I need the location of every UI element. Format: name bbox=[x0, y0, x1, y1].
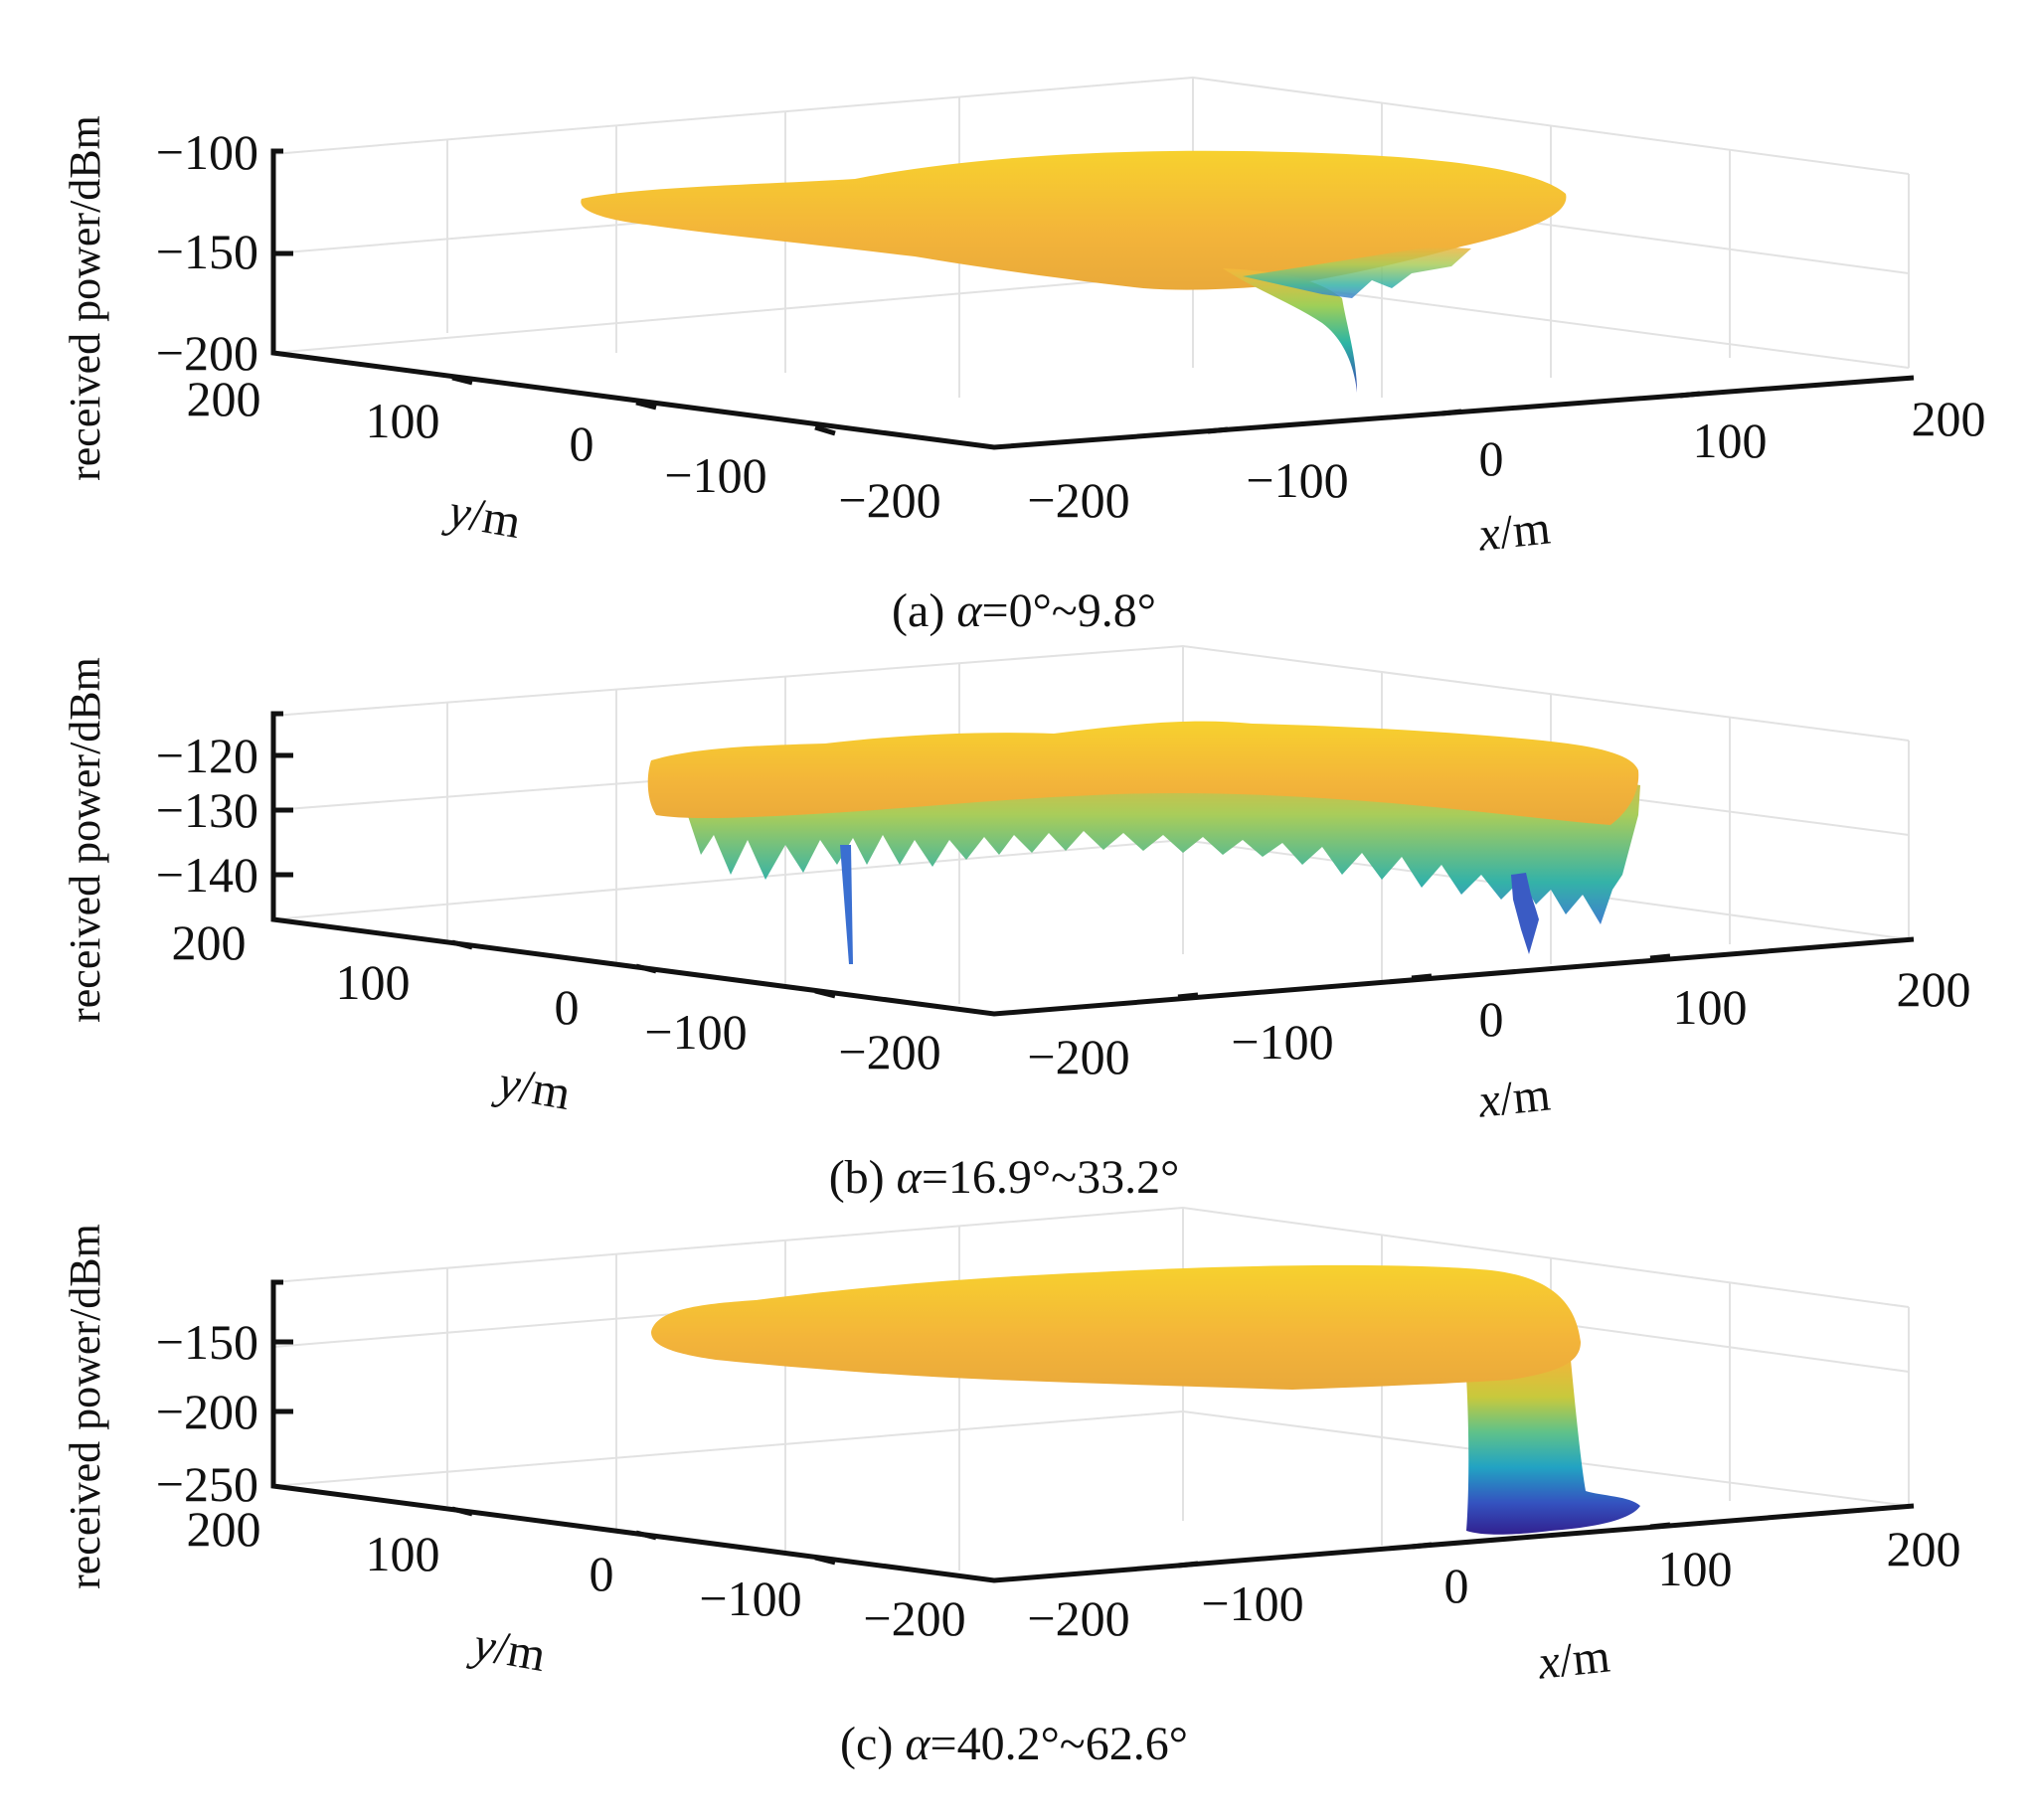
panel-c-ytick-2: 0 bbox=[590, 1546, 614, 1601]
panel-a-xtick-1: −100 bbox=[1246, 452, 1348, 508]
panel-c-xtick-0: −200 bbox=[1027, 1590, 1129, 1646]
panel-b-ytick-1: 100 bbox=[336, 954, 411, 1010]
panel-b-zlabel: received power/dBm bbox=[61, 657, 109, 1023]
panel-c-ztick-1: −200 bbox=[156, 1384, 258, 1439]
panel-b-xtick-1: −100 bbox=[1231, 1014, 1333, 1070]
panel-c-ylabel: y/m bbox=[465, 1617, 550, 1683]
panel-a-caption: (a) α=0°~9.8° bbox=[892, 584, 1156, 637]
panel-a-ytick-3: −100 bbox=[664, 447, 766, 503]
panel-b: received power/dBm −120 −130 −140 200 10… bbox=[61, 644, 1971, 1204]
surface-b-dip-2 bbox=[1511, 873, 1539, 954]
panel-b-surface bbox=[647, 721, 1640, 964]
panel-a-surface bbox=[581, 150, 1567, 393]
panel-c-xtick-2: 0 bbox=[1444, 1558, 1469, 1613]
panel-c-surface bbox=[651, 1264, 1640, 1535]
panel-a-ytick-1: 100 bbox=[366, 393, 440, 448]
panel-b-xtick-2: 0 bbox=[1479, 991, 1504, 1047]
panel-b-xlabel: x/m bbox=[1475, 1068, 1553, 1127]
panel-b-xtick-3: 100 bbox=[1673, 979, 1748, 1035]
panel-c-zlabel: received power/dBm bbox=[61, 1224, 109, 1589]
panel-b-xtick-0: −200 bbox=[1027, 1029, 1129, 1084]
panel-a-xlabel: x/m bbox=[1475, 501, 1553, 561]
panel-b-axes bbox=[270, 711, 1915, 1017]
panel-b-ztick-0: −120 bbox=[156, 728, 258, 783]
panel-b-ytick-4: −200 bbox=[838, 1024, 940, 1079]
panel-c-xlabel: x/m bbox=[1535, 1629, 1612, 1689]
panel-b-ytick-2: 0 bbox=[555, 979, 580, 1035]
panel-c-xtick-3: 100 bbox=[1658, 1541, 1733, 1596]
panel-c-axes bbox=[270, 1279, 1915, 1583]
panel-c-ztick-0: −150 bbox=[156, 1314, 258, 1370]
panel-c-ztick-2: −250 bbox=[156, 1456, 258, 1512]
panel-b-xtick-4: 200 bbox=[1897, 961, 1971, 1017]
panel-a-ztick-1: −150 bbox=[156, 224, 258, 279]
panel-b-ytick-0: 200 bbox=[172, 914, 247, 970]
panel-b-caption: (b) α=16.9°~33.2° bbox=[829, 1151, 1180, 1204]
panel-c-caption: (c) α=40.2°~62.6° bbox=[840, 1718, 1188, 1770]
surface-a-dip bbox=[1223, 268, 1357, 393]
panel-a-xtick-4: 200 bbox=[1912, 391, 1986, 446]
panel-a-ticks bbox=[273, 250, 1701, 436]
panel-a-ytick-4: −200 bbox=[838, 472, 940, 528]
panel-a-xtick-3: 100 bbox=[1693, 413, 1768, 468]
panel-c: received power/dBm −150 −200 −250 200 10… bbox=[61, 1206, 1961, 1770]
panel-b-ticks bbox=[273, 752, 1671, 1000]
panel-a-axes bbox=[270, 148, 1915, 450]
surface-c-curtain bbox=[1466, 1358, 1640, 1535]
surface-b-dip-1 bbox=[840, 845, 853, 964]
panel-b-ylabel: y/m bbox=[490, 1056, 575, 1121]
panel-b-ztick-1: −130 bbox=[156, 782, 258, 838]
panel-b-ztick-2: −140 bbox=[156, 847, 258, 903]
panel-c-ytick-0: 200 bbox=[187, 1501, 261, 1557]
panel-b-ytick-3: −100 bbox=[644, 1004, 747, 1060]
panel-c-ytick-3: −100 bbox=[699, 1571, 801, 1626]
panel-a-xtick-2: 0 bbox=[1479, 430, 1504, 486]
panel-c-xtick-1: −100 bbox=[1201, 1575, 1303, 1631]
panel-a-ytick-2: 0 bbox=[570, 415, 594, 471]
panel-c-ytick-1: 100 bbox=[366, 1526, 440, 1581]
panel-c-xtick-4: 200 bbox=[1887, 1521, 1961, 1576]
panel-a-ylabel: y/m bbox=[440, 484, 525, 550]
panel-c-ticks bbox=[273, 1339, 1671, 1569]
surface-a-fringe bbox=[1243, 247, 1471, 298]
panel-a-ztick-0: −100 bbox=[156, 124, 258, 180]
panel-c-ytick-4: −200 bbox=[863, 1590, 965, 1646]
panel-a: received power/dBm −100 −150 −200 200 10… bbox=[61, 76, 1986, 637]
panel-a-xtick-0: −200 bbox=[1027, 472, 1129, 528]
panel-a-ztick-2: −200 bbox=[156, 325, 258, 381]
surface-c-top bbox=[651, 1264, 1581, 1390]
surface-b-top bbox=[647, 721, 1639, 825]
panel-a-zlabel: received power/dBm bbox=[61, 115, 109, 481]
panel-a-ytick-0: 200 bbox=[187, 371, 261, 426]
surface-a bbox=[581, 150, 1567, 290]
